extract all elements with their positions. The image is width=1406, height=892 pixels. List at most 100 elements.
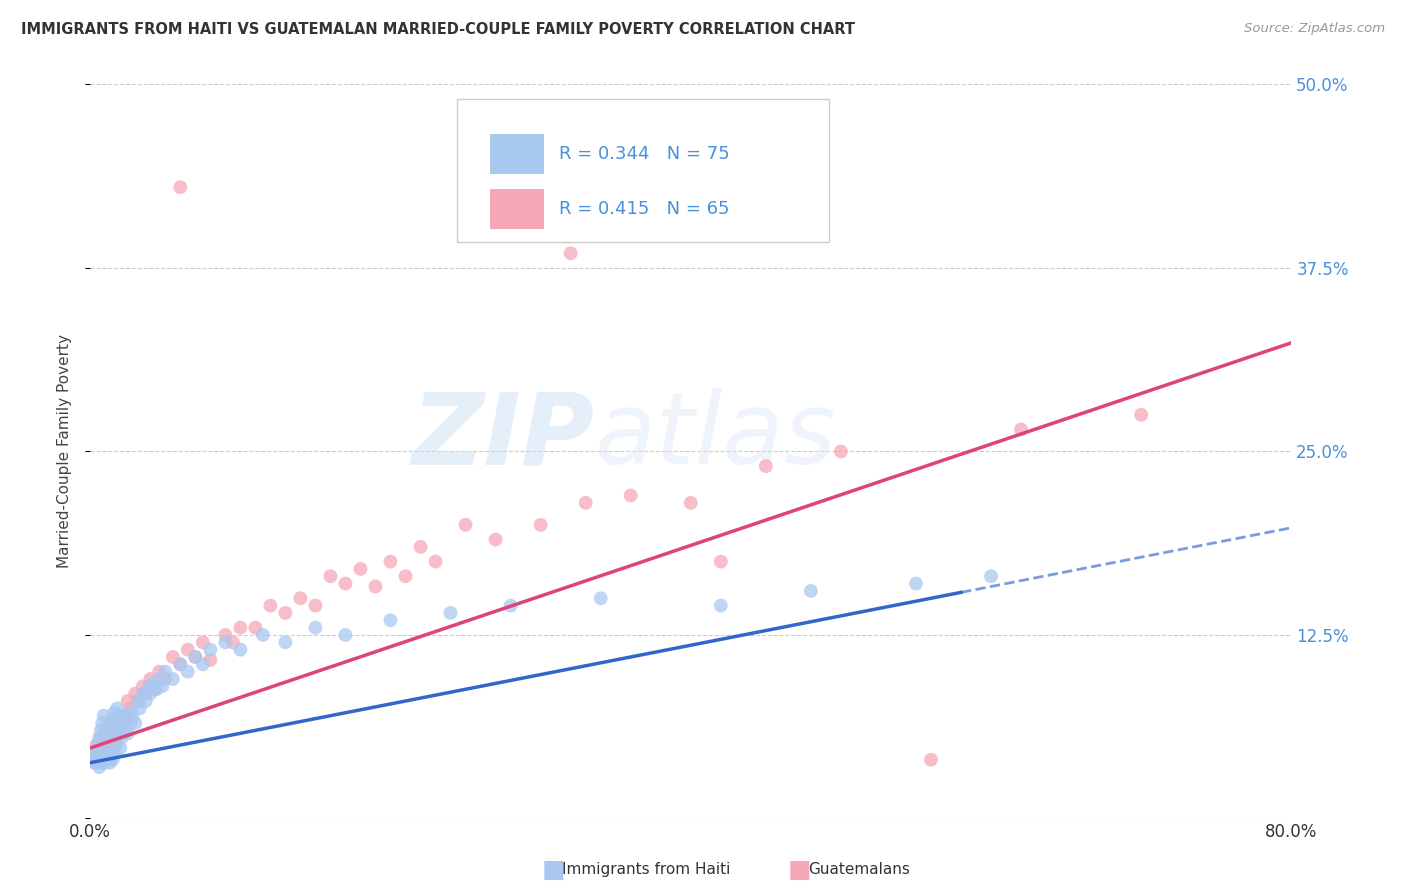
Point [380, 613, 402, 627]
Point [115, 712, 138, 726]
Point [100, 738, 122, 752]
Point [425, 555, 447, 569]
Point [104, 738, 127, 752]
Point [139, 672, 162, 686]
Point [89, 753, 111, 767]
Point [439, 606, 461, 620]
Point [620, 488, 643, 502]
Text: R = 0.344   N = 75: R = 0.344 N = 75 [558, 145, 730, 163]
Point [101, 753, 124, 767]
Point [364, 580, 387, 594]
Point [560, 246, 582, 260]
Point [83, 756, 105, 770]
Point [169, 180, 191, 194]
Point [128, 701, 150, 715]
Point [830, 444, 852, 458]
Point [127, 694, 149, 708]
Point [150, 679, 173, 693]
Point [115, 712, 138, 726]
Point [290, 591, 312, 606]
Point [274, 606, 297, 620]
Point [920, 753, 942, 767]
Point [127, 694, 149, 708]
Point [394, 569, 416, 583]
Point [319, 569, 342, 583]
Point [104, 716, 127, 731]
Point [91, 716, 114, 731]
Text: ZIP: ZIP [412, 388, 595, 485]
Point [93, 708, 115, 723]
Point [89, 731, 111, 745]
Point [91, 741, 114, 756]
Point [454, 517, 477, 532]
Point [117, 694, 139, 708]
Point [87, 756, 110, 770]
Point [138, 679, 160, 693]
Point [1130, 408, 1153, 422]
Text: Source: ZipAtlas.com: Source: ZipAtlas.com [1244, 22, 1385, 36]
Point [89, 760, 111, 774]
Point [148, 672, 170, 686]
Point [90, 753, 112, 767]
Point [145, 682, 167, 697]
Point [98, 716, 121, 731]
Point [980, 569, 1002, 583]
Point [177, 665, 200, 679]
Point [101, 723, 124, 738]
Point [94, 756, 117, 770]
Point [335, 628, 357, 642]
Point [90, 731, 112, 745]
Point [710, 599, 733, 613]
Point [98, 716, 121, 731]
Point [82, 753, 104, 767]
Point [135, 687, 157, 701]
Point [112, 708, 135, 723]
Point [679, 496, 702, 510]
Point [93, 749, 115, 764]
Point [110, 716, 132, 731]
Point [245, 621, 267, 635]
Point [335, 576, 357, 591]
Point [304, 621, 326, 635]
Point [484, 533, 506, 547]
Point [98, 756, 121, 770]
Point [252, 628, 274, 642]
Point [169, 657, 191, 672]
Point [349, 562, 371, 576]
Point [96, 731, 118, 745]
Point [575, 496, 598, 510]
Point [112, 708, 135, 723]
Point [169, 657, 191, 672]
FancyBboxPatch shape [491, 189, 544, 229]
Point [710, 555, 733, 569]
Point [103, 706, 125, 720]
Point [229, 642, 252, 657]
Point [97, 749, 120, 764]
Point [103, 726, 125, 740]
Point [84, 738, 107, 752]
Point [82, 749, 104, 764]
Point [184, 650, 207, 665]
Point [409, 540, 432, 554]
Point [100, 726, 122, 740]
Point [120, 716, 142, 731]
Point [96, 726, 118, 740]
Point [755, 459, 778, 474]
FancyBboxPatch shape [457, 99, 830, 243]
Point [191, 635, 214, 649]
Point [101, 712, 124, 726]
Point [110, 741, 132, 756]
Point [105, 731, 128, 745]
Point [121, 708, 143, 723]
Point [132, 679, 155, 693]
Point [142, 676, 165, 690]
Point [90, 723, 112, 738]
Point [135, 694, 157, 708]
Point [1010, 422, 1032, 436]
Point [184, 650, 207, 665]
Point [83, 756, 105, 770]
Point [589, 591, 612, 606]
Point [97, 723, 120, 738]
Text: Immigrants from Haiti: Immigrants from Haiti [562, 863, 731, 877]
Point [380, 555, 402, 569]
